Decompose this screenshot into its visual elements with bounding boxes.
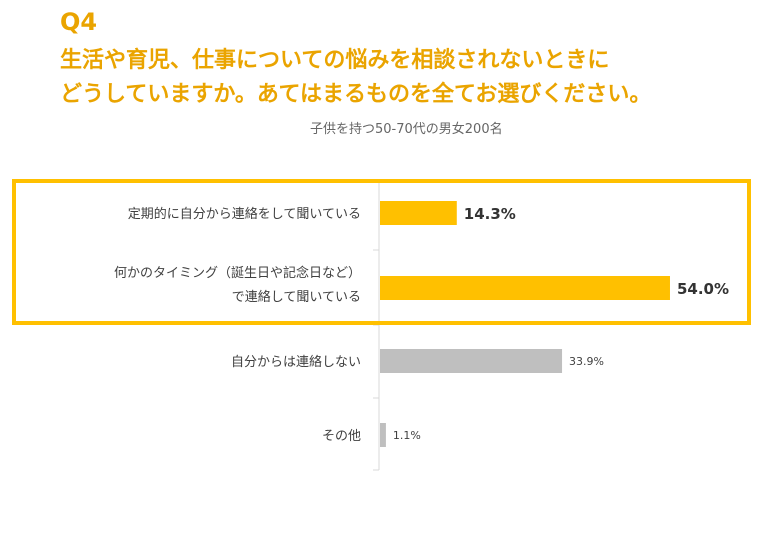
value-label-2: 33.9% — [569, 355, 604, 368]
category-label-3-line-0: その他 — [322, 429, 361, 444]
question-title-line-1: 生活や育児、仕事についての悩みを相談されないときに — [60, 48, 610, 73]
bar-1 — [380, 276, 670, 300]
bar-0 — [380, 201, 457, 225]
question-title: 生活や育児、仕事についての悩みを相談されないときに どうしていますか。あてはまる… — [60, 44, 760, 112]
question-number: Q4 — [60, 8, 98, 36]
question-title-line-2: どうしていますか。あてはまるものを全てお選びください。 — [60, 82, 652, 107]
value-label-0: 14.3% — [464, 205, 516, 223]
value-label-3: 1.1% — [393, 429, 421, 442]
category-label-1-line-1: で連絡して聞いている — [232, 289, 361, 305]
category-label-1-line-0: 何かのタイミング（誕生日や記念日など） — [114, 265, 361, 281]
bar-2 — [380, 349, 563, 373]
bar-3 — [380, 423, 386, 447]
survey-subtitle: 子供を持つ50-70代の男女200名 — [310, 122, 503, 137]
category-label-0-line-0: 定期的に自分から連絡をして聞いている — [128, 206, 361, 222]
value-label-1: 54.0% — [677, 280, 729, 298]
category-label-2-line-0: 自分からは連絡しない — [231, 354, 361, 370]
